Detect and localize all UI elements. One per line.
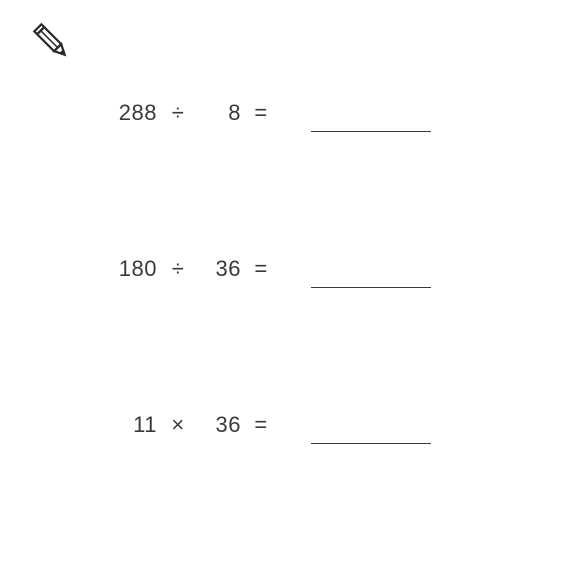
operator: ÷ — [157, 100, 199, 126]
operand1: 11 — [105, 412, 157, 438]
operator: × — [157, 412, 199, 438]
operand1: 288 — [105, 100, 157, 126]
equals-sign: = — [241, 256, 281, 282]
pencil-icon — [28, 18, 76, 71]
operator: ÷ — [157, 256, 199, 282]
equals-sign: = — [241, 100, 281, 126]
operand2: 36 — [199, 256, 241, 282]
equals-sign: = — [241, 412, 281, 438]
problem-row: 11 × 36 = — [105, 412, 431, 438]
answer-blank[interactable] — [311, 110, 431, 132]
answer-blank[interactable] — [311, 422, 431, 444]
problem-row: 180 ÷ 36 = — [105, 256, 431, 282]
operand2: 36 — [199, 412, 241, 438]
operand1: 180 — [105, 256, 157, 282]
problem-row: 288 ÷ 8 = — [105, 100, 431, 126]
problems-container: 288 ÷ 8 = 180 ÷ 36 = 11 × 36 = — [105, 100, 431, 568]
answer-blank[interactable] — [311, 266, 431, 288]
operand2: 8 — [199, 100, 241, 126]
